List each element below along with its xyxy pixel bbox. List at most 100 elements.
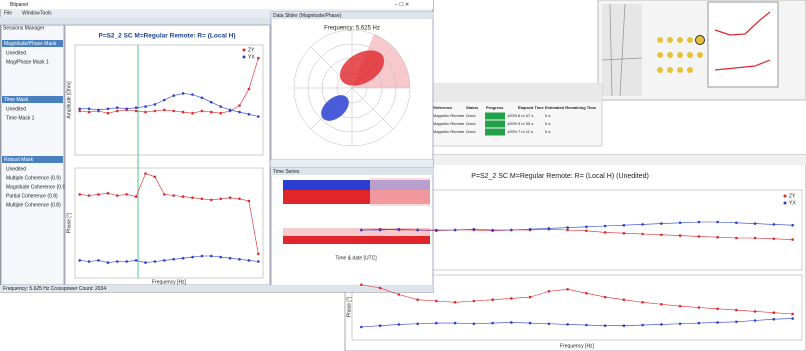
data-point	[678, 304, 682, 308]
data-point	[163, 193, 166, 196]
section-item[interactable]: Unedited	[6, 166, 26, 172]
data-point	[678, 234, 682, 237]
table-cell: Magnetic Remote	[433, 121, 465, 126]
data-point	[697, 220, 701, 224]
data-point	[87, 107, 91, 111]
data-point	[735, 320, 738, 324]
data-point	[238, 110, 241, 114]
menu-item[interactable]: Window	[22, 10, 40, 16]
data-point	[753, 236, 757, 240]
data-point	[491, 321, 494, 325]
data-point	[772, 317, 776, 321]
data-point	[491, 228, 494, 232]
data-point	[735, 308, 738, 312]
data-point	[247, 199, 251, 203]
section-item[interactable]: Unedited	[6, 106, 26, 112]
plot-title: P=S2_2 SC M=Regular Remote: R= (Local H)	[98, 33, 235, 40]
data-point	[116, 109, 119, 113]
data-point	[716, 220, 719, 224]
data-point	[228, 196, 232, 199]
main-window: Bitpanel – ☐ ✕ File Window Tools Sessions …	[0, 0, 434, 293]
menu-item[interactable]: Tools	[40, 10, 52, 16]
map-window	[597, 0, 806, 101]
section-header	[2, 156, 63, 163]
axis-label: Frequency [Hz]	[560, 343, 595, 349]
window-controls[interactable]: – ☐ ✕	[395, 2, 409, 8]
data-point	[106, 111, 110, 115]
table-cell: 6 m 47 s	[518, 113, 533, 118]
section-item[interactable]: Unedited	[6, 50, 26, 56]
data-point	[257, 115, 260, 118]
data-point	[585, 225, 588, 229]
series-line	[79, 173, 259, 254]
data-point	[106, 192, 110, 195]
section-item[interactable]: Magnitude Coherence (0.9)	[6, 184, 67, 190]
status-bar: Frequency: 5.625 Hz Crosspower Count: 20…	[3, 286, 106, 292]
data-point	[585, 291, 588, 295]
data-point	[753, 310, 757, 313]
menu-item[interactable]: File	[4, 10, 12, 16]
axis-label: Amplitude [Ohm]	[66, 81, 72, 119]
frequency-label: Frequency: 5.625 Hz	[324, 26, 380, 32]
data-point	[716, 321, 719, 324]
progress-bar	[485, 120, 505, 128]
data-point	[603, 231, 607, 234]
section-item[interactable]: Partial Coherence (0.9)	[6, 193, 58, 199]
data-point	[547, 322, 551, 326]
data-point	[134, 109, 138, 113]
data-point	[566, 226, 569, 229]
data-point	[116, 260, 119, 263]
table-cell: 5 m 35 s	[518, 121, 533, 126]
legend-label: ZY	[789, 193, 796, 199]
table-cell: 100%	[507, 129, 518, 134]
data-point	[360, 283, 363, 287]
section-item[interactable]: Mag/Phase Mask 1	[6, 59, 49, 65]
data-point	[603, 295, 607, 299]
data-point	[528, 295, 532, 299]
data-point	[510, 321, 513, 324]
data-point	[219, 197, 222, 201]
data-point	[200, 197, 204, 201]
data-point	[547, 227, 551, 230]
data-point	[134, 259, 138, 262]
data-point	[228, 256, 232, 260]
data-point	[181, 195, 185, 198]
progress-bar	[485, 128, 505, 136]
data-point	[247, 113, 251, 116]
data-point	[219, 255, 222, 259]
table-cell: Magnetic Remote	[433, 113, 465, 118]
data-point	[191, 196, 194, 199]
legend-label: YX	[789, 200, 796, 206]
data-point	[78, 259, 81, 262]
plot-title: P=S2_2 SC M=Regular Remote: R= (Local H)…	[471, 173, 649, 180]
data-point	[219, 111, 222, 115]
data-point	[163, 259, 166, 262]
data-point	[566, 288, 569, 291]
data-point	[566, 228, 569, 232]
data-point	[191, 93, 194, 96]
data-point	[191, 255, 194, 259]
data-point	[453, 301, 457, 304]
data-point	[181, 110, 185, 114]
data-point	[144, 261, 147, 264]
series-line	[79, 93, 259, 117]
data-point	[697, 321, 701, 325]
section-item[interactable]: Time Mask 1	[6, 115, 35, 121]
section-item[interactable]: Multiple Coherence (0.9)	[6, 175, 61, 181]
data-point	[435, 321, 438, 325]
data-point	[397, 293, 401, 296]
data-point	[257, 56, 260, 60]
section-header	[2, 96, 63, 103]
table-header: Estimated Remaining Time	[545, 105, 597, 110]
section-item[interactable]: Multiple Coherence (0.8)	[6, 202, 61, 208]
data-point	[697, 235, 701, 238]
data-point	[772, 223, 776, 226]
data-point	[660, 302, 663, 306]
data-point	[472, 227, 476, 231]
data-point	[210, 110, 213, 114]
data-point	[144, 110, 147, 114]
data-point	[200, 254, 204, 258]
data-point	[641, 223, 644, 226]
data-point	[528, 321, 532, 325]
